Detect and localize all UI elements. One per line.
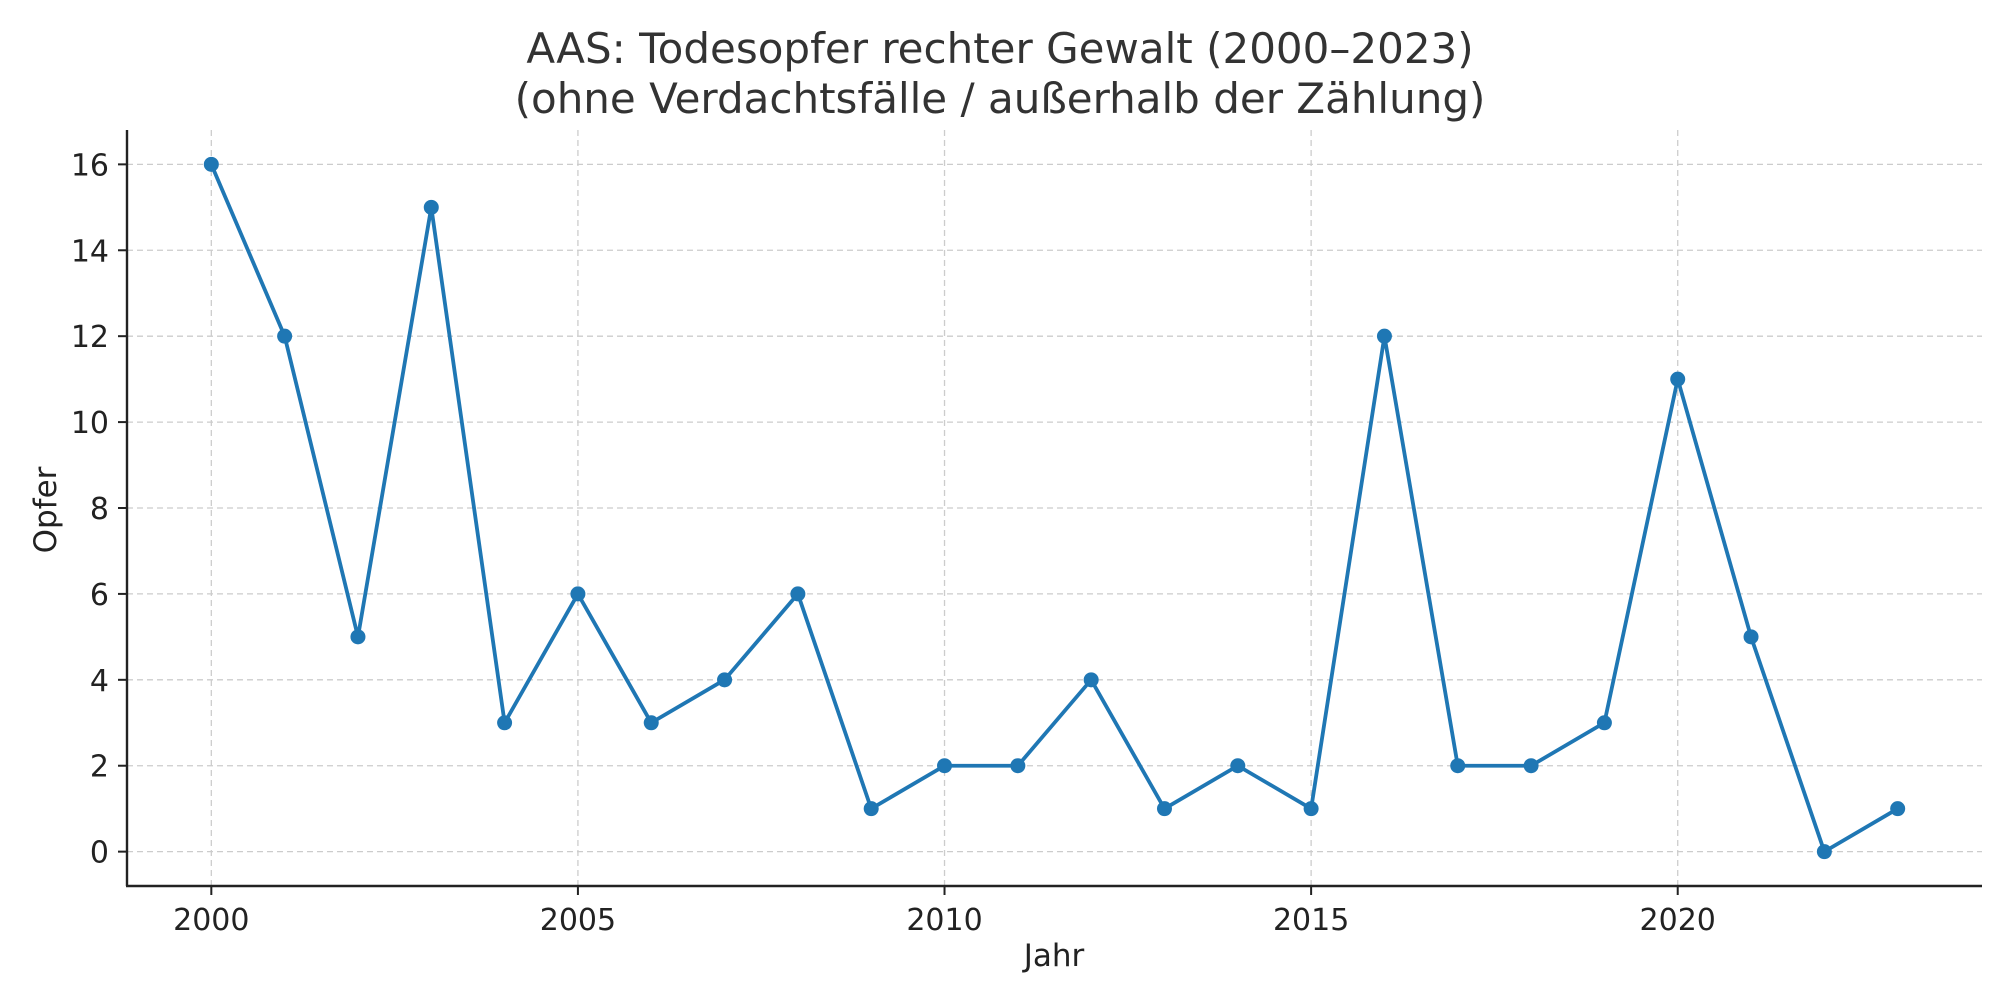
data-point	[1743, 629, 1759, 645]
y-tick-label: 8	[90, 492, 109, 527]
x-tick-label: 2020	[1640, 903, 1716, 938]
data-point	[1596, 715, 1612, 731]
y-tick-label: 10	[71, 406, 109, 441]
x-tick-label: 2000	[173, 903, 249, 938]
data-point	[1303, 801, 1319, 817]
data-point	[1230, 758, 1246, 774]
y-tick-label: 12	[71, 320, 109, 355]
grid	[127, 130, 1982, 886]
data-point	[350, 629, 366, 645]
data-point	[1083, 672, 1099, 688]
chart-subtitle: (ohne Verdachtsfälle / außerhalb der Zäh…	[514, 74, 1486, 123]
data-point	[1816, 844, 1832, 860]
y-tick-label: 0	[90, 836, 109, 871]
data-point	[643, 715, 659, 731]
data-point	[1670, 371, 1686, 387]
data-point	[203, 156, 219, 172]
data-point	[1376, 328, 1392, 344]
data-point	[497, 715, 513, 731]
data-point	[423, 199, 439, 215]
x-tick-label: 2015	[1273, 903, 1349, 938]
data-point	[1890, 801, 1906, 817]
x-tick-label: 2005	[540, 903, 616, 938]
y-tick-label: 4	[90, 664, 109, 699]
data-point	[1010, 758, 1026, 774]
x-axis-label: Jahr	[1022, 938, 1085, 974]
data-point	[1156, 801, 1172, 817]
data-point	[717, 672, 733, 688]
data-point	[863, 801, 879, 817]
data-point	[570, 586, 586, 602]
chart-title: AAS: Todesopfer rechter Gewalt (2000–202…	[526, 24, 1474, 73]
y-tick-label: 2	[90, 750, 109, 785]
ticks: 0 2 4 6 8 10 12 14 16 2000 2005 2010 2015 2020	[71, 148, 1716, 938]
data-point	[1450, 758, 1466, 774]
y-tick-label: 6	[90, 578, 109, 613]
y-tick-label: 14	[71, 234, 109, 269]
data-point	[790, 586, 806, 602]
data-point	[1523, 758, 1539, 774]
axes	[125, 130, 1982, 888]
series	[203, 156, 1906, 860]
x-tick-label: 2010	[906, 903, 982, 938]
y-tick-label: 16	[71, 148, 109, 183]
y-axis-label: Opfer	[28, 466, 64, 553]
data-point	[277, 328, 293, 344]
data-point	[937, 758, 953, 774]
series-line	[209, 163, 1899, 854]
